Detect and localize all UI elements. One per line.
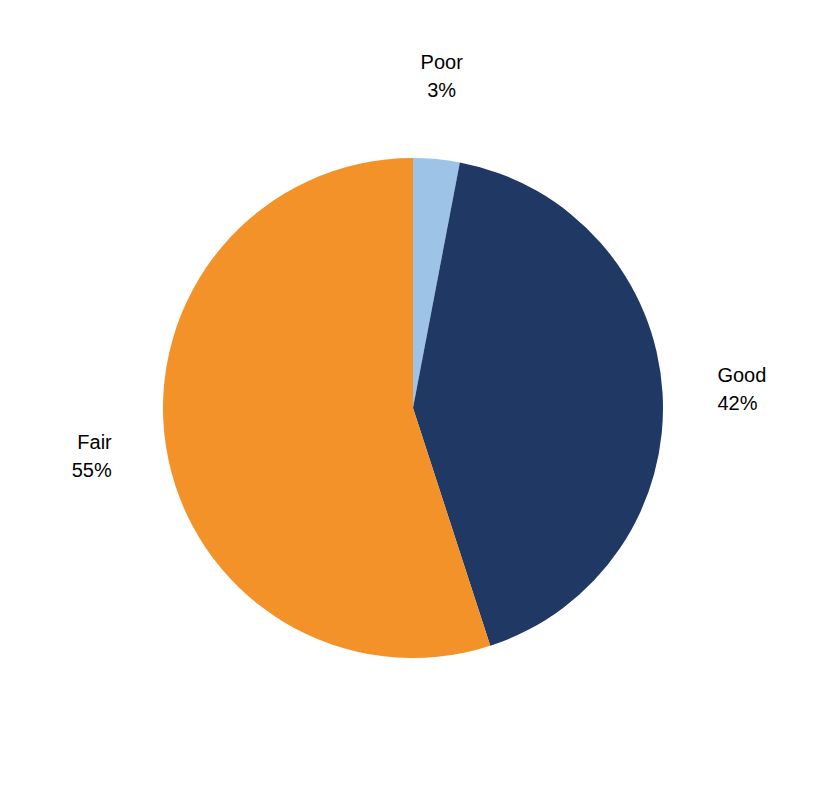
svg-text:Fair55%: Fair55%	[72, 431, 112, 481]
svg-text:Poor3%: Poor3%	[421, 51, 464, 101]
svg-text:Good42%: Good42%	[717, 364, 766, 414]
